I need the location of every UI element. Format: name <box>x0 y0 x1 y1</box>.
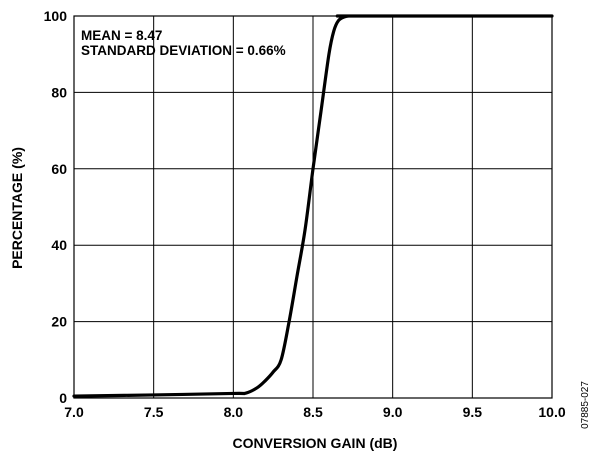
x-tick-label: 7.5 <box>144 404 164 420</box>
y-tick-label: 100 <box>44 8 68 24</box>
y-tick-labels: 0 20 40 60 80 100 <box>44 8 68 406</box>
y-tick-label: 80 <box>51 84 67 100</box>
y-tick-label: 60 <box>51 161 67 177</box>
x-tick-label: 9.5 <box>463 404 483 420</box>
x-tick-label: 9.0 <box>383 404 403 420</box>
annotation-mean: MEAN = 8.47 <box>81 28 162 43</box>
plot-frame <box>73 15 553 399</box>
x-axis-title: CONVERSION GAIN (dB) <box>233 435 398 451</box>
x-tick-label: 8.5 <box>303 404 323 420</box>
x-tick-label: 8.0 <box>224 404 244 420</box>
y-tick-label: 0 <box>59 390 67 406</box>
x-tick-labels: 7.0 7.5 8.0 8.5 9.0 9.5 10.0 <box>64 404 566 420</box>
y-tick-label: 20 <box>51 314 67 330</box>
series-group <box>72 14 554 398</box>
y-tick-label: 40 <box>51 237 67 253</box>
x-tick-label: 10.0 <box>538 404 565 420</box>
series-line-0 <box>72 14 554 398</box>
x-tick-label: 7.0 <box>64 404 84 420</box>
annotation-std-dev: STANDARD DEVIATION = 0.66% <box>81 43 286 58</box>
grid-lines <box>73 15 553 399</box>
figure-id: 07885-027 <box>580 381 591 429</box>
y-axis-title: PERCENTAGE (%) <box>9 147 25 269</box>
